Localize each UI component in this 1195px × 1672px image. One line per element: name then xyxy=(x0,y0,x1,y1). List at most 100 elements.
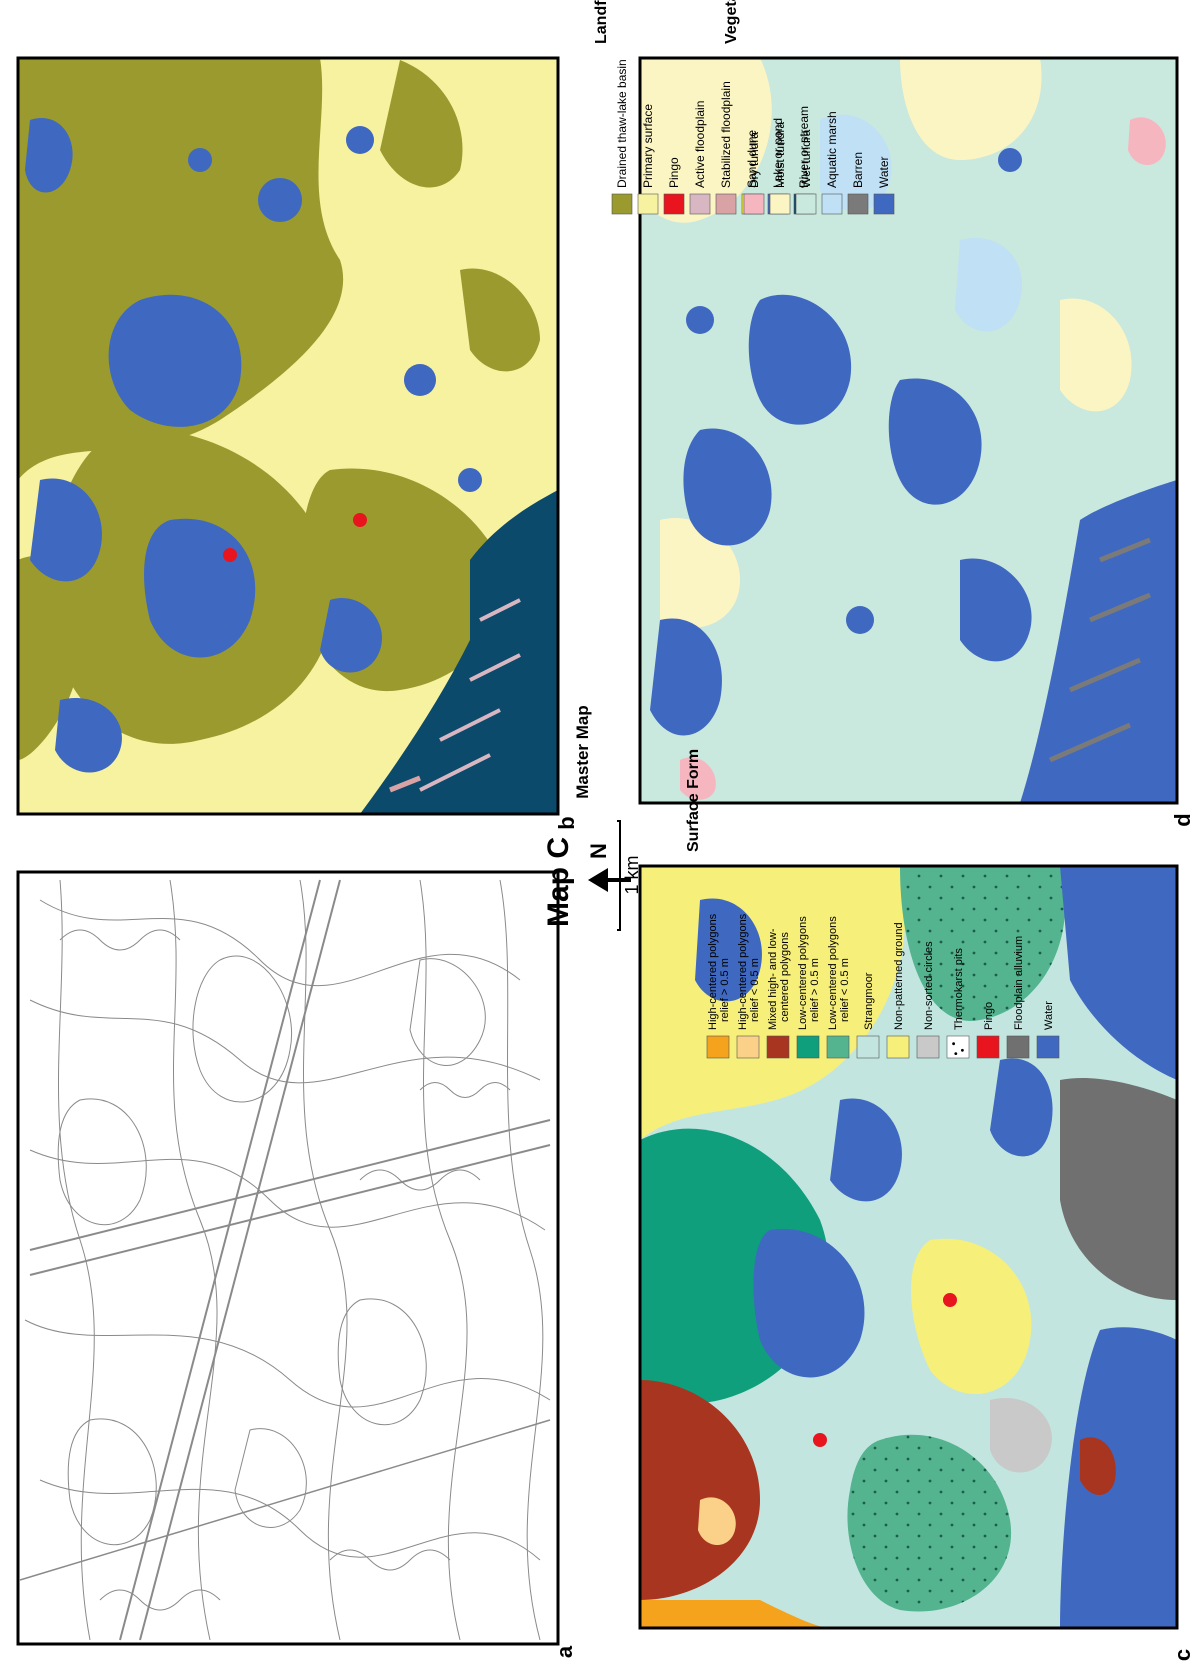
vegetation-label-wet-tundra: Wet tundra xyxy=(799,129,813,188)
surface-form-label-thermokarst-pits: Thermokarst pits xyxy=(953,948,965,1030)
scale-label: 1 km xyxy=(622,855,642,894)
surface-form-legend: Surface Form High-centered polygons relie… xyxy=(685,749,1060,1059)
surface-form-legend-item-low-centered-polygons-relief-0-5-m: Low-centered polygons relief < 0.5 m xyxy=(826,916,851,1059)
landform-label-primary-surface: Primary surface xyxy=(641,104,655,188)
landform-label-pingo: Pingo xyxy=(667,157,681,188)
surface-form-label-strangmoor: Strangmoor xyxy=(863,972,875,1030)
surface-form-legend-item-strangmoor: Strangmoor xyxy=(856,972,880,1059)
surface-form-label-high-centered-polygons-relief-0-5-m-line-2: relief < 0.5 m xyxy=(749,958,761,1022)
surface-form-swatch-non-sorted-circles xyxy=(916,1035,940,1059)
vegetation-label-dry-tundra: Dry tundra xyxy=(747,132,761,188)
vegetation-label-barren: Barren xyxy=(851,152,865,188)
vegetation-swatch-water xyxy=(873,193,895,215)
landform-label-river-or-stream: River or stream xyxy=(797,106,811,188)
figure-header: Map C Master Map N 1 km xyxy=(542,705,642,931)
surface-form-swatch-low-centered-polygons-relief-0-5-m xyxy=(796,1035,820,1059)
surface-form-label-mixed-high-and-low-centered-polygons-line-2: centered polygons xyxy=(779,932,791,1022)
landform-swatch-drained-thaw-lake-basin xyxy=(611,193,633,215)
master-map-panel xyxy=(16,870,560,1646)
landform-label-lake-or-pond: Lake or pond xyxy=(771,118,785,188)
vegetation-swatch-moist-tundra xyxy=(769,193,791,215)
north-arrow-icon xyxy=(588,868,631,892)
panel-letter-a: a xyxy=(552,1645,577,1658)
surface-form-legend-item-mixed-high-and-low-centered-polygons: Mixed high- and low-centered polygons xyxy=(766,928,791,1059)
vegetation-label-water: Water xyxy=(877,156,891,188)
surface-form-swatch-pingo xyxy=(976,1035,1000,1059)
landform-legend-item-stabilized-floodplain: Stabilized floodplain xyxy=(715,81,737,215)
landform-legend-item-drained-thaw-lake-basin: Drained thaw-lake basin xyxy=(611,59,633,215)
master-map-frame xyxy=(16,870,560,1646)
landform-legend-item-primary-surface: Primary surface xyxy=(637,104,659,215)
landform-swatch-primary-surface xyxy=(637,193,659,215)
surface-form-label-low-centered-polygons-relief-0-5-m-line-1: Low-centered polygons xyxy=(797,916,809,1030)
vegetation-label-aquatic-marsh: Aquatic marsh xyxy=(825,111,839,188)
vegetation-legend-item-moist-tundra: Moist tundra xyxy=(769,122,791,215)
surface-form-legend-item-non-sorted-circles: Non-sorted circles xyxy=(916,941,940,1059)
surface-form-label-low-centered-polygons-relief-0-5-m-line-2: relief < 0.5 m xyxy=(839,958,851,1022)
surface-form-legend-item-high-centered-polygons-relief-0-5-m: High-centered polygons relief < 0.5 m xyxy=(736,913,761,1059)
surface-form-swatch-mixed-high-and-low-centered-polygons xyxy=(766,1035,790,1059)
surface-form-swatch-water xyxy=(1036,1035,1060,1059)
figure-title: Map C xyxy=(542,837,575,927)
surface-form-swatch-thermokarst-pits xyxy=(946,1035,970,1059)
surface-form-swatch-high-centered-polygons-relief-0-5-m xyxy=(706,1035,730,1059)
surface-form-legend-item-floodplain-alluvium: Floodplain alluvium xyxy=(1006,936,1030,1059)
surface-form-label-floodplain-alluvium: Floodplain alluvium xyxy=(1013,936,1025,1030)
surface-form-legend-item-low-centered-polygons-relief-0-5-m: Low-centered polygons relief > 0.5 m xyxy=(796,916,821,1059)
landform-label-sand-dune: Sand dune xyxy=(745,130,759,188)
landform-label-drained-thaw-lake-basin: Drained thaw-lake basin xyxy=(615,59,629,188)
vegetation-legend: Vegetation Dry tundra Moist tundra Wet tun… xyxy=(723,0,895,215)
vegetation-swatch-barren xyxy=(847,193,869,215)
vegetation-swatch-dry-tundra xyxy=(743,193,765,215)
landform-map-frame xyxy=(16,56,560,816)
landform-legend-item-active-floodplain: Active floodplain xyxy=(689,101,711,215)
surface-form-swatch-low-centered-polygons-relief-0-5-m xyxy=(826,1035,850,1059)
master-map-linework xyxy=(19,879,551,1641)
surface-form-label-low-centered-polygons-relief-0-5-m-line-1: Low-centered polygons xyxy=(827,916,839,1030)
landform-swatch-active-floodplain xyxy=(689,193,711,215)
scale-bar xyxy=(617,820,621,931)
surface-form-label-mixed-high-and-low-centered-polygons-line-1: Mixed high- and low- xyxy=(767,928,779,1030)
vegetation-map-frame xyxy=(638,56,1179,805)
surface-form-legend-item-high-centered-polygons-relief-0-5-m: High-centered polygons relief > 0.5 m xyxy=(706,913,731,1059)
thermokarst-dot xyxy=(961,1048,964,1052)
vegetation-legend-item-wet-tundra: Wet tundra xyxy=(795,129,817,215)
landform-legend-item-pingo: Pingo xyxy=(663,157,685,215)
landform-label-active-floodplain: Active floodplain xyxy=(693,101,707,188)
landform-map-panel xyxy=(16,56,560,816)
vegetation-legend-item-aquatic-marsh: Aquatic marsh xyxy=(821,111,843,215)
surface-form-legend-item-pingo: Pingo xyxy=(976,1002,1000,1059)
landform-legend-title: Landform xyxy=(593,0,610,44)
vegetation-swatch-wet-tundra xyxy=(795,193,817,215)
panel-letter-d: d xyxy=(1170,813,1195,826)
surface-form-legend-item-non-patterned-ground: Non-patterned ground xyxy=(886,922,910,1059)
vegetation-label-moist-tundra: Moist tundra xyxy=(773,122,787,188)
surface-form-swatch-high-centered-polygons-relief-0-5-m xyxy=(736,1035,760,1059)
surface-form-swatch-strangmoor xyxy=(856,1035,880,1059)
vegetation-legend-title: Vegetation xyxy=(723,0,740,44)
vegetation-legend-item-dry-tundra: Dry tundra xyxy=(743,132,765,215)
vegetation-map-panel xyxy=(638,56,1179,805)
panel-letter-c: c xyxy=(1170,1649,1195,1661)
surface-form-legend-title: Surface Form xyxy=(685,749,702,852)
master-map-label: Master Map xyxy=(573,705,592,799)
landform-swatch-pingo xyxy=(663,193,685,215)
surface-form-label-high-centered-polygons-relief-0-5-m-line-1: High-centered polygons xyxy=(707,913,719,1030)
surface-form-legend-item-water: Water xyxy=(1036,1001,1060,1059)
vegetation-legend-item-barren: Barren xyxy=(847,152,869,215)
surface-form-legend-item-thermokarst-pits: Thermokarst pits xyxy=(946,948,970,1059)
vegetation-legend-item-water: Water xyxy=(873,156,895,215)
north-label: N xyxy=(586,843,611,859)
surface-form-label-water: Water xyxy=(1043,1001,1055,1030)
thermokarst-dot xyxy=(952,1042,955,1046)
panel-letter-b: b xyxy=(554,816,579,829)
surface-form-map-panel xyxy=(638,864,1179,1630)
surface-form-label-pingo: Pingo xyxy=(983,1002,995,1030)
surface-form-swatch-floodplain-alluvium xyxy=(1006,1035,1030,1059)
surface-form-map-frame xyxy=(638,864,1179,1630)
surface-form-label-non-sorted-circles: Non-sorted circles xyxy=(923,941,935,1030)
surface-form-label-low-centered-polygons-relief-0-5-m-line-2: relief > 0.5 m xyxy=(809,958,821,1022)
landform-label-stabilized-floodplain: Stabilized floodplain xyxy=(719,81,733,188)
surface-form-label-high-centered-polygons-relief-0-5-m-line-1: High-centered polygons xyxy=(737,913,749,1030)
